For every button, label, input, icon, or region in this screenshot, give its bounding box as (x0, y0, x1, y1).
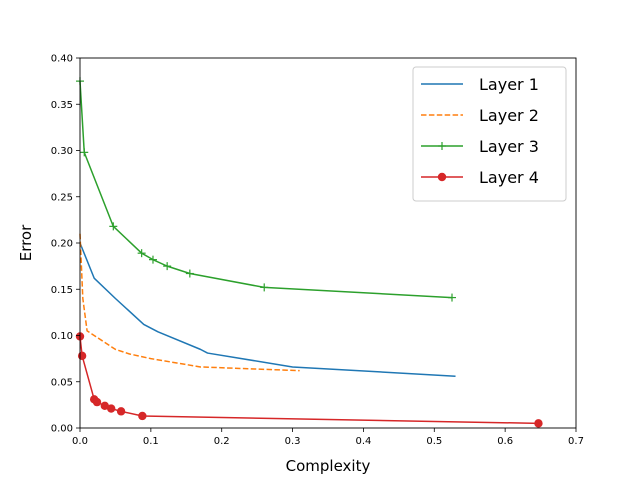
series-3 (76, 77, 456, 302)
x-tick-label-2: 0.2 (214, 436, 230, 447)
series-3-point-1 (80, 148, 89, 157)
legend-marker-3 (438, 142, 446, 150)
y-axis-label: Error (17, 224, 35, 261)
x-tick-label-6: 0.6 (497, 436, 513, 447)
series-3-point-2 (109, 222, 118, 231)
x-tick-label-4: 0.4 (355, 436, 371, 447)
y-tick-label-5: 0.25 (51, 192, 73, 203)
series-2 (79, 233, 300, 372)
series-4-point-5 (106, 404, 116, 413)
y-tick-label-2: 0.10 (51, 331, 73, 342)
series-3-point-4 (148, 255, 157, 264)
x-tick-label-5: 0.5 (426, 436, 442, 447)
legend: Layer 1 Layer 2 Layer 3 Layer 4 (412, 66, 567, 202)
legend-marker-4 (437, 172, 447, 182)
legend-label-2: Layer 2 (479, 106, 539, 125)
legend-entry-4: Layer 4 (421, 168, 539, 187)
series-line-4 (79, 336, 539, 425)
series-3-point-6 (185, 269, 194, 278)
x-axis-label: Complexity (286, 457, 371, 475)
series-3-point-3 (137, 249, 146, 258)
legend-label-4: Layer 4 (479, 168, 539, 187)
series-line-2 (79, 233, 300, 372)
y-tick-label-6: 0.30 (51, 146, 73, 157)
y-tick-label-0: 0.00 (51, 424, 73, 435)
series-3-point-5 (163, 262, 172, 271)
series-4-point-8 (534, 419, 543, 428)
x-tick-label-3: 0.3 (285, 436, 301, 447)
legend-entry-1: Layer 1 (421, 75, 539, 94)
series-line-1 (79, 242, 456, 377)
x-tick-label-0: 0.0 (72, 436, 88, 447)
series-3-point-7 (260, 283, 269, 292)
series-line-3 (79, 81, 453, 299)
y-tick-label-8: 0.40 (51, 54, 73, 65)
series-4-point-1 (77, 351, 87, 361)
y-axis: 0.00 0.05 0.10 0.15 0.20 0.25 0.30 0.35 0.40 (51, 54, 80, 435)
x-tick-label-1: 0.1 (143, 436, 159, 447)
x-axis: 0.0 0.1 0.2 0.3 0.4 0.5 0.6 0.7 (72, 428, 584, 447)
legend-entry-2: Layer 2 (421, 106, 539, 125)
legend-label-1: Layer 1 (479, 75, 539, 94)
y-tick-label-7: 0.35 (51, 100, 73, 111)
series-4-point-3 (92, 397, 102, 407)
y-tick-label-3: 0.15 (51, 285, 73, 296)
y-tick-label-4: 0.20 (51, 239, 73, 250)
series-1 (79, 242, 456, 377)
legend-entry-3: Layer 3 (421, 137, 539, 156)
series-4-point-4 (100, 401, 110, 410)
series-3-point-8 (448, 293, 456, 302)
y-tick-label-1: 0.05 (51, 377, 73, 388)
series-4-point-7 (138, 411, 147, 421)
x-tick-label-7: 0.7 (568, 436, 584, 447)
series-4 (75, 332, 543, 428)
legend-frame (412, 66, 567, 202)
series-4-point-6 (116, 407, 126, 416)
legend-label-3: Layer 3 (479, 137, 539, 156)
